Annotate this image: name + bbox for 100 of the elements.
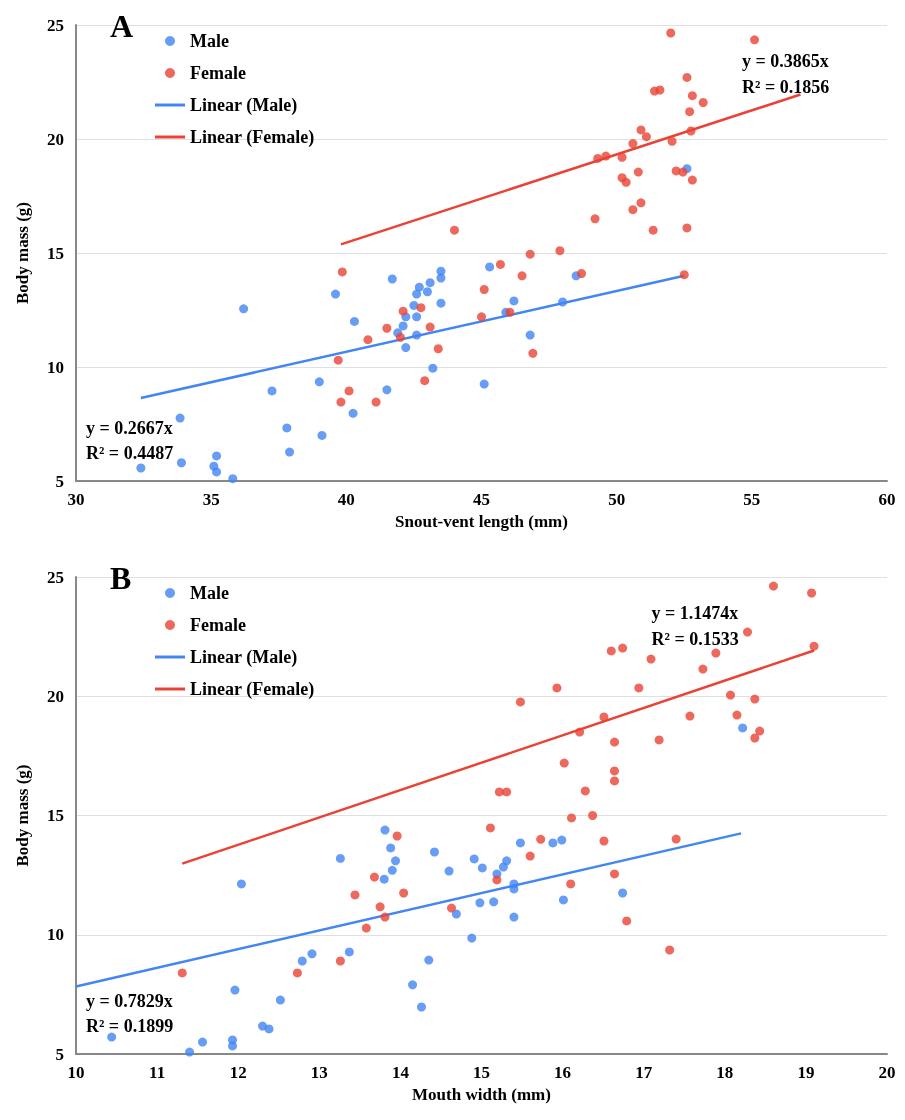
point [422, 287, 432, 297]
point [477, 863, 487, 873]
point [665, 945, 675, 955]
chart-title: B [110, 560, 132, 596]
point [525, 851, 535, 861]
point [176, 458, 186, 468]
y-tick-label: 10 [47, 357, 64, 377]
point [738, 723, 748, 733]
point [636, 125, 646, 135]
point [509, 884, 519, 894]
point [479, 284, 489, 294]
point [768, 581, 778, 591]
y-axis-title: Body mass (g) [13, 764, 32, 867]
point [633, 167, 643, 177]
point [228, 474, 238, 484]
point [433, 344, 443, 354]
y-tick-label: 10 [47, 925, 64, 945]
x-tick-label: 50 [608, 490, 626, 509]
point [386, 843, 396, 853]
point [239, 304, 249, 314]
point [371, 397, 381, 407]
point [618, 643, 628, 653]
point [387, 865, 397, 875]
point [667, 136, 677, 146]
x-tick-label: 20 [878, 1063, 896, 1082]
point [414, 282, 424, 292]
x-tick-label: 10 [67, 1063, 85, 1082]
x-tick-label: 60 [878, 490, 896, 509]
legend-label: Linear (Female) [190, 679, 315, 700]
point [750, 35, 760, 45]
point [344, 947, 354, 957]
point [509, 296, 519, 306]
point [412, 312, 422, 322]
point [610, 766, 619, 776]
point [387, 274, 397, 284]
y-tick-label: 25 [47, 567, 64, 587]
point [337, 267, 347, 277]
x-axis-title: Snout-vent length (mm) [395, 512, 568, 531]
point [588, 811, 598, 820]
point [449, 225, 459, 235]
point [424, 955, 434, 965]
point [469, 854, 479, 864]
point [567, 813, 577, 823]
point [725, 690, 735, 700]
point [552, 683, 562, 693]
point [401, 343, 411, 353]
point [610, 776, 619, 786]
point [666, 28, 676, 38]
legend-label: Linear (Male) [190, 95, 298, 116]
chart-title: A [110, 8, 134, 44]
point [297, 956, 307, 966]
point [107, 1032, 117, 1042]
point [687, 91, 697, 101]
y-tick-label: 25 [47, 15, 64, 35]
point [375, 902, 385, 912]
point [679, 270, 689, 280]
point [292, 968, 302, 978]
point [711, 648, 721, 658]
point [408, 980, 418, 990]
point [515, 697, 525, 707]
point [618, 888, 628, 898]
point [515, 838, 525, 848]
point [636, 198, 646, 208]
annotation: R² = 0.1533 [651, 628, 739, 649]
point [743, 627, 753, 637]
annotation: y = 0.2667x [85, 417, 173, 438]
x-tick-label: 45 [473, 490, 490, 509]
point [336, 397, 346, 407]
point [409, 300, 419, 310]
point [685, 107, 695, 117]
point [369, 872, 379, 882]
point [807, 588, 817, 598]
point [395, 332, 405, 342]
point [212, 451, 222, 461]
point [566, 879, 576, 889]
point [349, 316, 359, 326]
point [610, 869, 619, 879]
point [136, 463, 146, 473]
point [416, 303, 426, 313]
point [525, 330, 535, 340]
point [685, 711, 695, 721]
point [559, 758, 569, 768]
point [399, 888, 409, 898]
point [502, 787, 512, 797]
point [502, 856, 512, 866]
point [382, 385, 392, 395]
annotation: R² = 0.1856 [742, 76, 830, 97]
legend-label: Male [190, 583, 229, 603]
point [317, 430, 327, 440]
point [361, 923, 371, 933]
point [599, 836, 609, 846]
legend-label: Male [190, 31, 229, 51]
point [451, 909, 461, 919]
point [698, 98, 708, 108]
point [175, 413, 185, 423]
point [417, 1002, 426, 1012]
point [420, 376, 430, 386]
point [489, 897, 499, 907]
point [267, 386, 277, 396]
point [505, 307, 515, 317]
